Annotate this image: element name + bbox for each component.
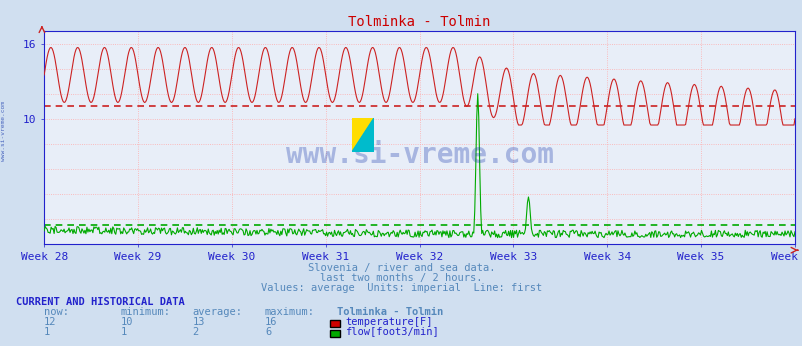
Text: www.si-vreme.com: www.si-vreme.com xyxy=(1,101,6,162)
Text: 16: 16 xyxy=(265,317,277,327)
Text: average:: average: xyxy=(192,307,242,317)
Text: www.si-vreme.com: www.si-vreme.com xyxy=(286,140,553,169)
Text: CURRENT AND HISTORICAL DATA: CURRENT AND HISTORICAL DATA xyxy=(16,297,184,307)
Text: minimum:: minimum: xyxy=(120,307,170,317)
Text: Tolminka - Tolmin: Tolminka - Tolmin xyxy=(337,307,443,317)
Text: temperature[F]: temperature[F] xyxy=(345,317,432,327)
Polygon shape xyxy=(351,118,374,152)
Text: 2: 2 xyxy=(192,327,199,337)
Text: 1: 1 xyxy=(44,327,51,337)
Text: 10: 10 xyxy=(120,317,133,327)
Text: 6: 6 xyxy=(265,327,271,337)
Text: maximum:: maximum: xyxy=(265,307,314,317)
Text: 12: 12 xyxy=(44,317,57,327)
Text: now:: now: xyxy=(44,307,69,317)
Text: Values: average  Units: imperial  Line: first: Values: average Units: imperial Line: fi… xyxy=(261,283,541,293)
Text: 1: 1 xyxy=(120,327,127,337)
Text: last two months / 2 hours.: last two months / 2 hours. xyxy=(320,273,482,283)
Text: 13: 13 xyxy=(192,317,205,327)
Title: Tolminka - Tolmin: Tolminka - Tolmin xyxy=(348,15,490,29)
Text: flow[foot3/min]: flow[foot3/min] xyxy=(345,327,439,337)
Polygon shape xyxy=(351,118,374,152)
Polygon shape xyxy=(351,118,374,152)
Text: Slovenia / river and sea data.: Slovenia / river and sea data. xyxy=(307,263,495,273)
